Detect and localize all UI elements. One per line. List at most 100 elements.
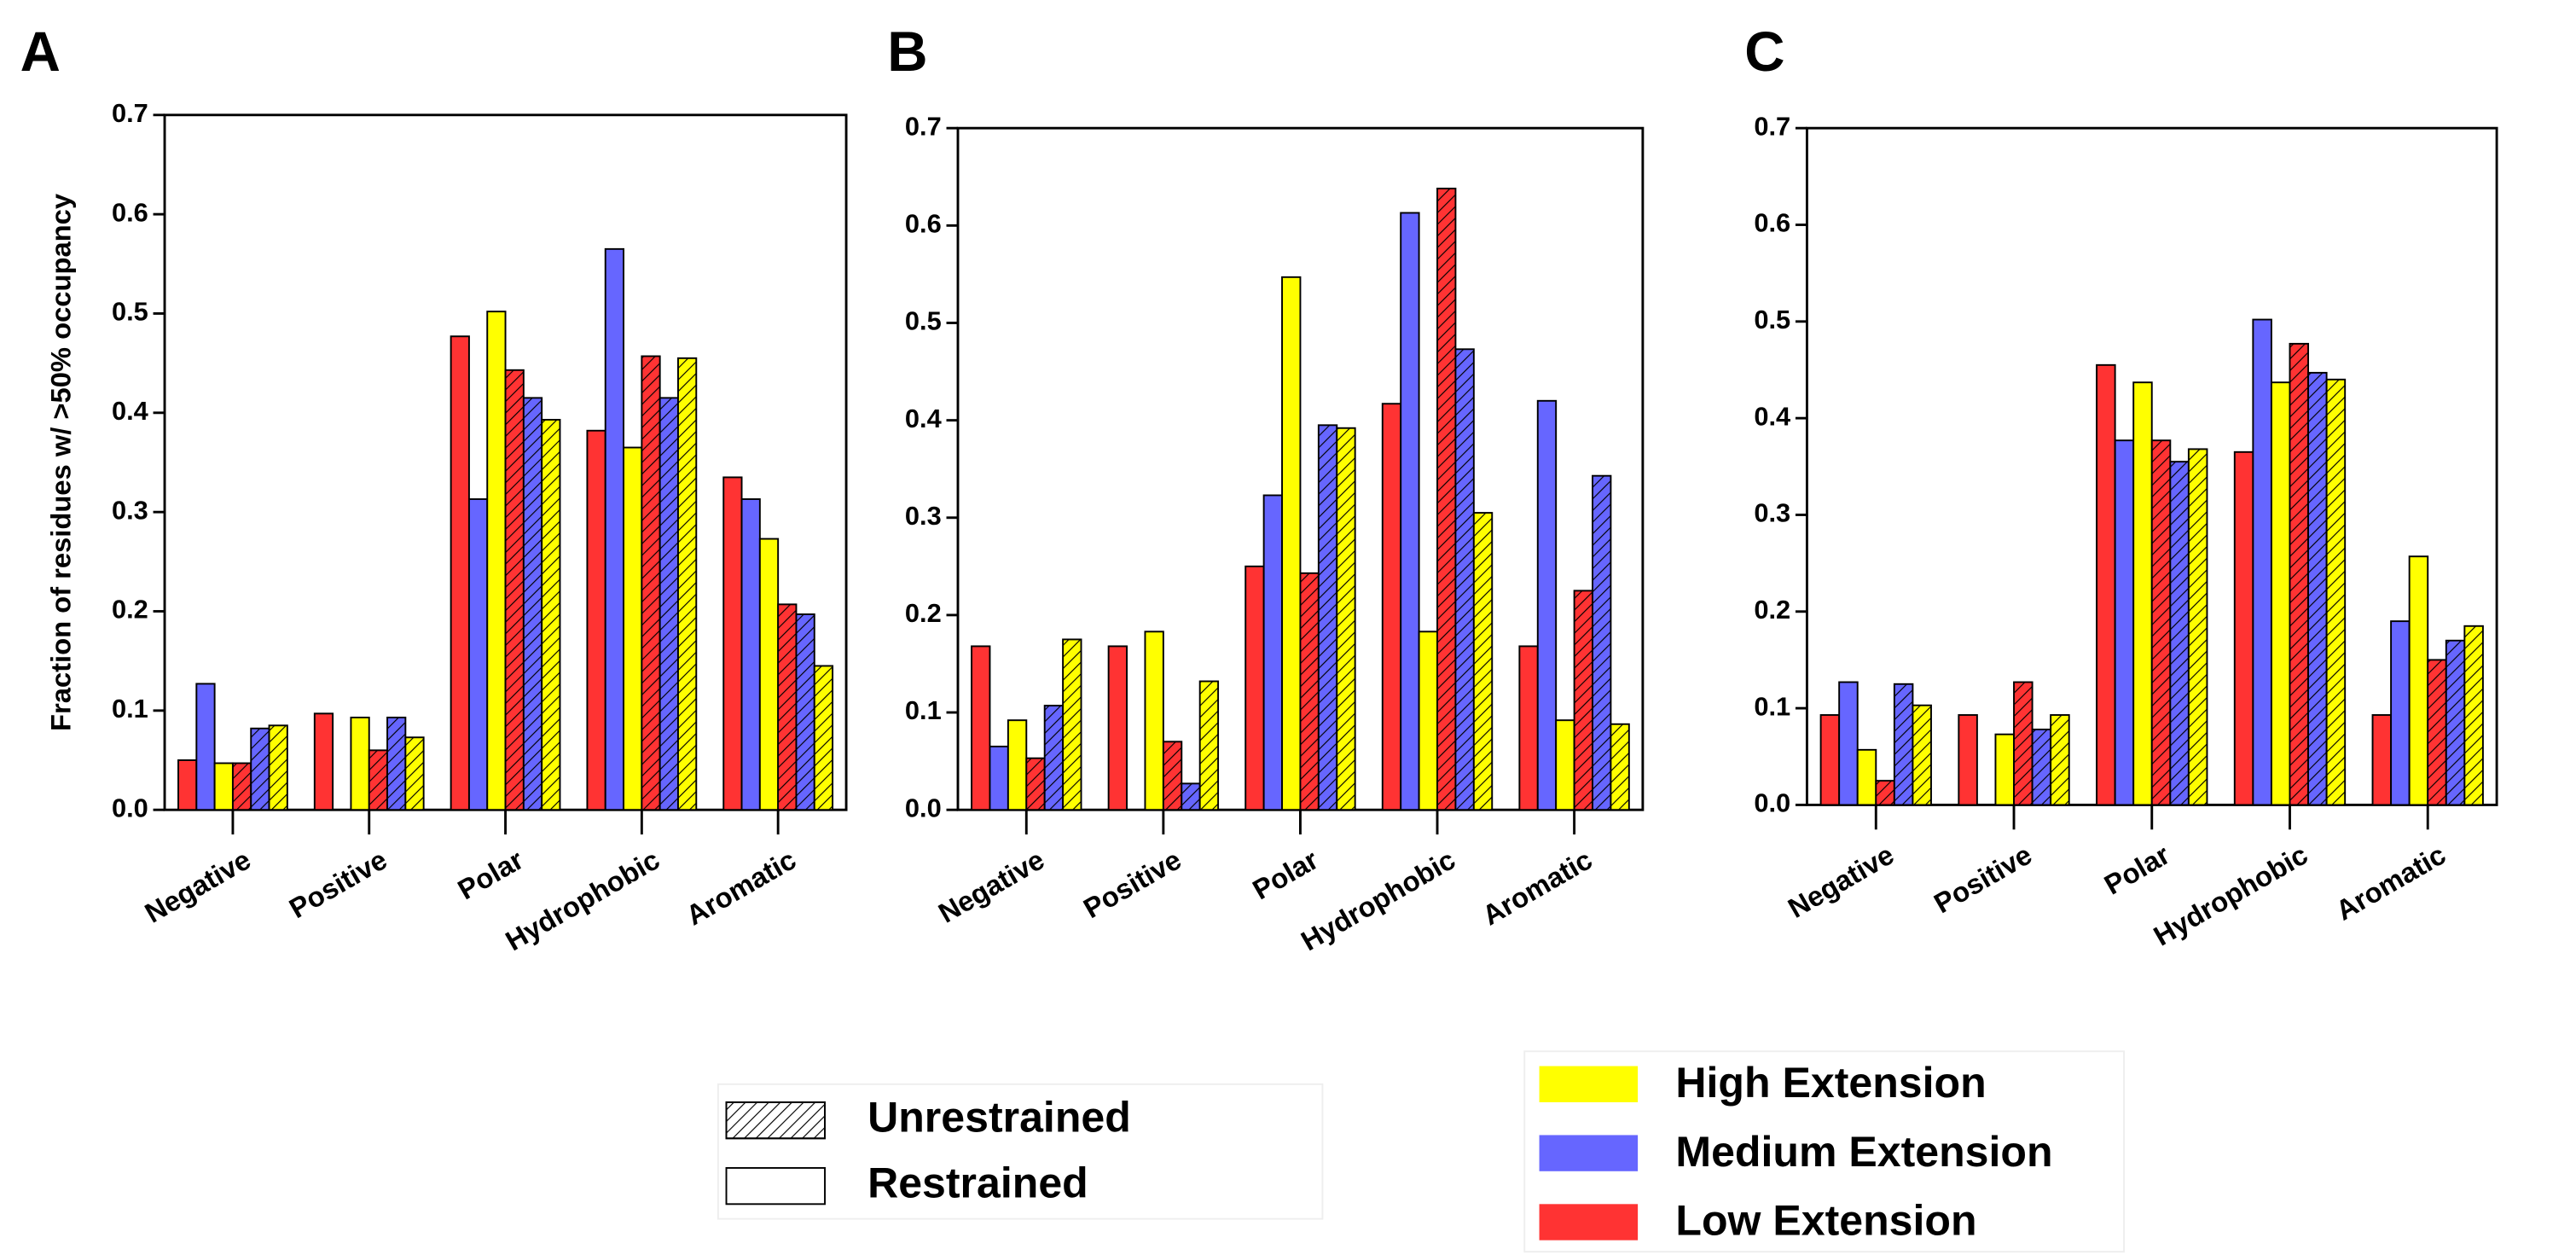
bar — [1381, 403, 1402, 811]
bar — [1043, 705, 1065, 811]
bar — [641, 355, 661, 811]
bar — [1819, 714, 1841, 806]
bar — [2050, 714, 2070, 806]
legend: Unrestrained Restrained High Extension Medi… — [717, 1050, 2125, 1253]
y-tick-label: 0.1 — [112, 694, 148, 723]
bar — [740, 498, 761, 811]
bar — [2371, 714, 2393, 806]
y-tick-label: 0.7 — [1754, 111, 1790, 141]
y-tick-label: 0.0 — [1754, 788, 1790, 818]
y-tick-label: 0.0 — [905, 793, 942, 822]
bar — [586, 429, 606, 811]
legend-swatch-hatch — [725, 1101, 827, 1140]
y-tick-label: 0.5 — [1754, 305, 1790, 334]
y-tick-label: 0.5 — [905, 306, 942, 336]
bar — [1454, 348, 1475, 811]
bar — [1181, 782, 1201, 811]
x-tick-label: Polar — [452, 843, 529, 905]
bar — [350, 717, 370, 811]
bar — [1436, 187, 1457, 811]
bar — [2031, 729, 2052, 806]
bar — [659, 397, 679, 811]
bar — [971, 645, 991, 811]
y-tick-label: 0.1 — [905, 695, 942, 725]
panel-letter: A — [20, 20, 61, 83]
bar — [2445, 639, 2466, 806]
bar — [1518, 645, 1539, 811]
bar — [1317, 424, 1338, 811]
bar — [2390, 620, 2411, 806]
bar — [2270, 381, 2291, 806]
legend-swatch — [725, 1166, 827, 1206]
bar — [1007, 719, 1028, 811]
legend-swatch — [1539, 1204, 1639, 1240]
x-tick-label: Aromatic — [681, 843, 801, 931]
y-tick-label: 0.2 — [1754, 595, 1790, 625]
bar — [1162, 741, 1183, 811]
bar — [1893, 683, 1914, 806]
bar — [250, 727, 270, 811]
bar — [2114, 439, 2135, 806]
y-axis-label: Fraction of residues w/ >50% occupancy — [44, 193, 76, 731]
legend-label: Low Extension — [1675, 1197, 1976, 1245]
bar — [1592, 474, 1612, 811]
bar — [2150, 439, 2172, 806]
bar — [777, 603, 798, 811]
bar — [2187, 448, 2208, 806]
bar — [1107, 645, 1128, 811]
y-tick-label: 0.4 — [1754, 401, 1790, 431]
bar — [313, 712, 334, 811]
bar — [541, 419, 561, 811]
legend-label: High Extension — [1675, 1059, 1986, 1107]
y-tick-label: 0.1 — [1754, 691, 1790, 721]
bar — [2132, 381, 2153, 806]
legend-frame — [717, 1083, 1324, 1220]
x-tick-label: Polar — [2098, 839, 2175, 901]
legend-swatch — [1539, 1135, 1639, 1171]
bar — [404, 736, 425, 811]
bar — [1958, 714, 1978, 806]
y-tick-label: 0.6 — [905, 208, 942, 238]
bar — [2252, 318, 2272, 806]
bar — [1472, 512, 1494, 811]
bar — [268, 724, 288, 811]
panel-letter: B — [887, 20, 927, 83]
bar — [1281, 276, 1302, 811]
bar — [2307, 371, 2328, 806]
x-tick-label: Positive — [284, 843, 392, 924]
y-tick-label: 0.4 — [905, 404, 942, 433]
bar — [2096, 363, 2116, 806]
bar — [504, 369, 525, 811]
y-tick-label: 0.7 — [112, 98, 148, 128]
bar — [450, 335, 470, 811]
bar — [795, 613, 815, 811]
x-tick-label: Negative — [933, 843, 1050, 928]
bar — [1555, 719, 1575, 811]
y-tick-label: 0.0 — [112, 793, 148, 822]
x-tick-label: Negative — [1783, 839, 1900, 924]
y-tick-label: 0.2 — [905, 598, 942, 628]
bar — [677, 357, 698, 811]
panel-letter: C — [1744, 20, 1784, 83]
bar — [213, 762, 234, 811]
bar — [623, 446, 643, 811]
bar — [1400, 212, 1420, 811]
bar — [813, 665, 834, 811]
bar — [1025, 757, 1046, 811]
y-tick-label: 0.6 — [1754, 208, 1790, 238]
bar — [2325, 378, 2347, 806]
bar — [231, 762, 252, 811]
y-tick-label: 0.3 — [112, 495, 148, 525]
bar — [1299, 572, 1320, 811]
y-tick-label: 0.3 — [1754, 498, 1790, 528]
bar — [2013, 681, 2034, 806]
bar — [1856, 748, 1877, 806]
chart-panel: A Fraction of residues w/ >50% occupancy 0… — [20, 20, 848, 956]
y-tick-label: 0.5 — [112, 297, 148, 327]
y-tick-label: 0.3 — [905, 501, 942, 531]
bar — [386, 717, 407, 811]
bar — [1838, 681, 1859, 806]
bar — [486, 311, 507, 811]
